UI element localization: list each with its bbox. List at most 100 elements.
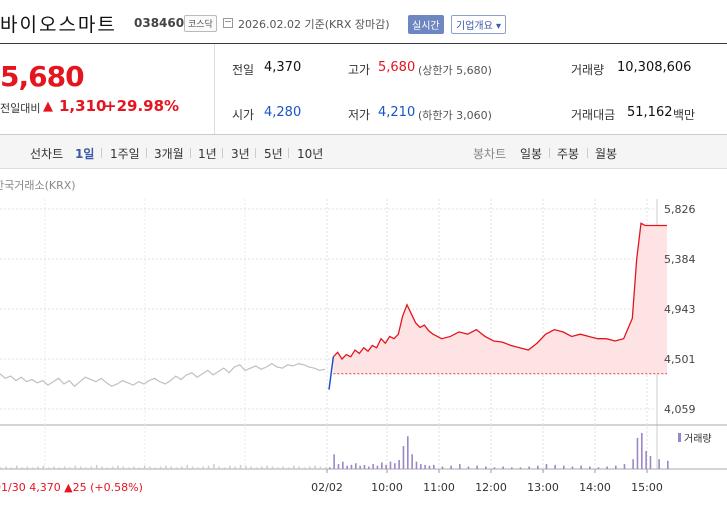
volume-bar — [197, 467, 199, 469]
volume-bar — [597, 467, 600, 469]
company-overview-button[interactable]: 기업개요 ▾ — [451, 15, 506, 34]
volume-bar — [342, 461, 344, 469]
x-tick-label: 14:00 — [579, 481, 611, 494]
volume-bar — [191, 466, 194, 469]
volume-bar — [181, 466, 183, 469]
amount-label: 거래대금 — [571, 108, 616, 122]
volume-bar — [298, 466, 300, 469]
volume-bar — [359, 465, 361, 469]
upper-limit: (상한가 5,680) — [418, 64, 492, 77]
volume-bar — [10, 467, 13, 469]
volume-bar — [58, 467, 61, 469]
price-chart[interactable]: 한국거래소(KRX) 5,826 5,384 4,943 4,501 4,059 02/… — [0, 169, 727, 517]
volume-bar — [303, 467, 306, 469]
volume-bar — [234, 466, 236, 469]
volume-bar — [563, 465, 565, 469]
volume-bar — [329, 467, 331, 469]
open-value: 4,280 — [264, 105, 302, 120]
tab-daily-candle[interactable]: 일봉 — [520, 147, 543, 161]
volume-bar — [389, 461, 392, 469]
volume-legend: 거래량 — [684, 433, 712, 445]
volume-bar — [346, 465, 348, 469]
volume-legend-swatch — [678, 433, 681, 442]
volume-bar — [154, 467, 157, 469]
volume-bar — [111, 466, 114, 469]
volume-bar — [632, 459, 634, 469]
volume-bar — [74, 465, 77, 469]
volume-bar — [95, 464, 98, 469]
tab-10year[interactable]: 10년 — [297, 147, 324, 161]
volume-bar — [528, 466, 530, 469]
volume-bar — [636, 437, 639, 469]
volume-bar — [255, 467, 258, 469]
volume-bar — [250, 466, 252, 469]
tab-1year[interactable]: 1년 — [198, 147, 217, 161]
volume-bar — [623, 464, 626, 469]
tab-monthly-candle[interactable]: 월봉 — [595, 147, 618, 161]
volume-bar — [79, 466, 82, 469]
separator — [101, 148, 102, 158]
base-date: 2026.02.02 기준(KRX 장마감) — [238, 18, 390, 31]
separator — [255, 148, 256, 158]
source-label: 한국거래소(KRX) — [0, 179, 76, 192]
volume-bar — [589, 466, 591, 469]
x-tick-label: 13:00 — [527, 481, 559, 494]
volume-bar — [287, 467, 290, 469]
tab-5year[interactable]: 5년 — [264, 147, 283, 161]
x-tick-label: 15:00 — [631, 481, 663, 494]
volume-bar — [47, 467, 50, 469]
volume-bar — [261, 466, 263, 469]
volume-bar — [649, 455, 652, 469]
volume-bar — [133, 466, 135, 469]
stock-code: 038460 — [134, 16, 185, 30]
tab-3year[interactable]: 3년 — [231, 147, 250, 161]
volume-bar — [545, 464, 548, 469]
volume-bar — [175, 467, 178, 469]
current-price: 5,680 — [0, 60, 85, 93]
volume-bar — [493, 467, 496, 469]
volume-bar — [165, 465, 167, 469]
volume-bar — [467, 466, 470, 469]
volume-bar — [293, 465, 295, 469]
volume-bar — [31, 467, 34, 469]
volume-bar — [511, 467, 513, 469]
volume-bar — [106, 467, 109, 469]
tab-weekly-candle[interactable]: 주봉 — [557, 147, 580, 161]
volume-bar — [368, 466, 370, 469]
calendar-icon — [223, 18, 233, 28]
prev-day-footer: 01/30 4,370 ▲25 (+0.58%) — [0, 481, 143, 494]
volume-bar — [459, 464, 461, 469]
change-percent: +29.98% — [104, 97, 180, 115]
volume-bar — [127, 467, 130, 469]
tab-3month[interactable]: 3개월 — [154, 147, 184, 161]
volume-bar — [282, 466, 284, 469]
tab-1week[interactable]: 1주일 — [110, 147, 140, 161]
volume-bar — [85, 467, 87, 469]
today-price-line — [332, 222, 667, 361]
realtime-button[interactable]: 실시간 — [408, 15, 444, 34]
tab-1day[interactable]: 1일 — [75, 147, 95, 161]
volume-bar — [571, 466, 574, 469]
volume-bar — [415, 461, 418, 469]
volume-bar — [407, 436, 409, 469]
volume-bar — [355, 463, 357, 469]
volume-bar — [202, 466, 204, 469]
volume-bar — [615, 465, 617, 469]
open-label: 시가 — [232, 108, 255, 122]
x-tick-label: 12:00 — [475, 481, 507, 494]
volume-bar — [424, 464, 426, 469]
line-chart-label: 선차트 — [30, 147, 64, 161]
y-tick-label: 4,059 — [664, 403, 696, 416]
volume-value: 10,308,606 — [617, 60, 692, 75]
volume-bar — [411, 454, 413, 469]
high-label: 고가 — [348, 63, 371, 77]
chart-period-bar: 선차트 1일 1주일 3개월 1년 3년 5년 10년 봉차트 일봉 주봉 월봉 — [0, 135, 727, 169]
change-amount: 1,310 — [59, 97, 107, 115]
separator — [549, 148, 550, 158]
volume-bar — [5, 466, 7, 469]
volume-bar — [15, 465, 18, 469]
separator — [222, 148, 223, 158]
volume-bar — [433, 464, 435, 469]
market-badge: 코스닥 — [184, 15, 217, 32]
amount-unit: 백만 — [673, 108, 696, 122]
